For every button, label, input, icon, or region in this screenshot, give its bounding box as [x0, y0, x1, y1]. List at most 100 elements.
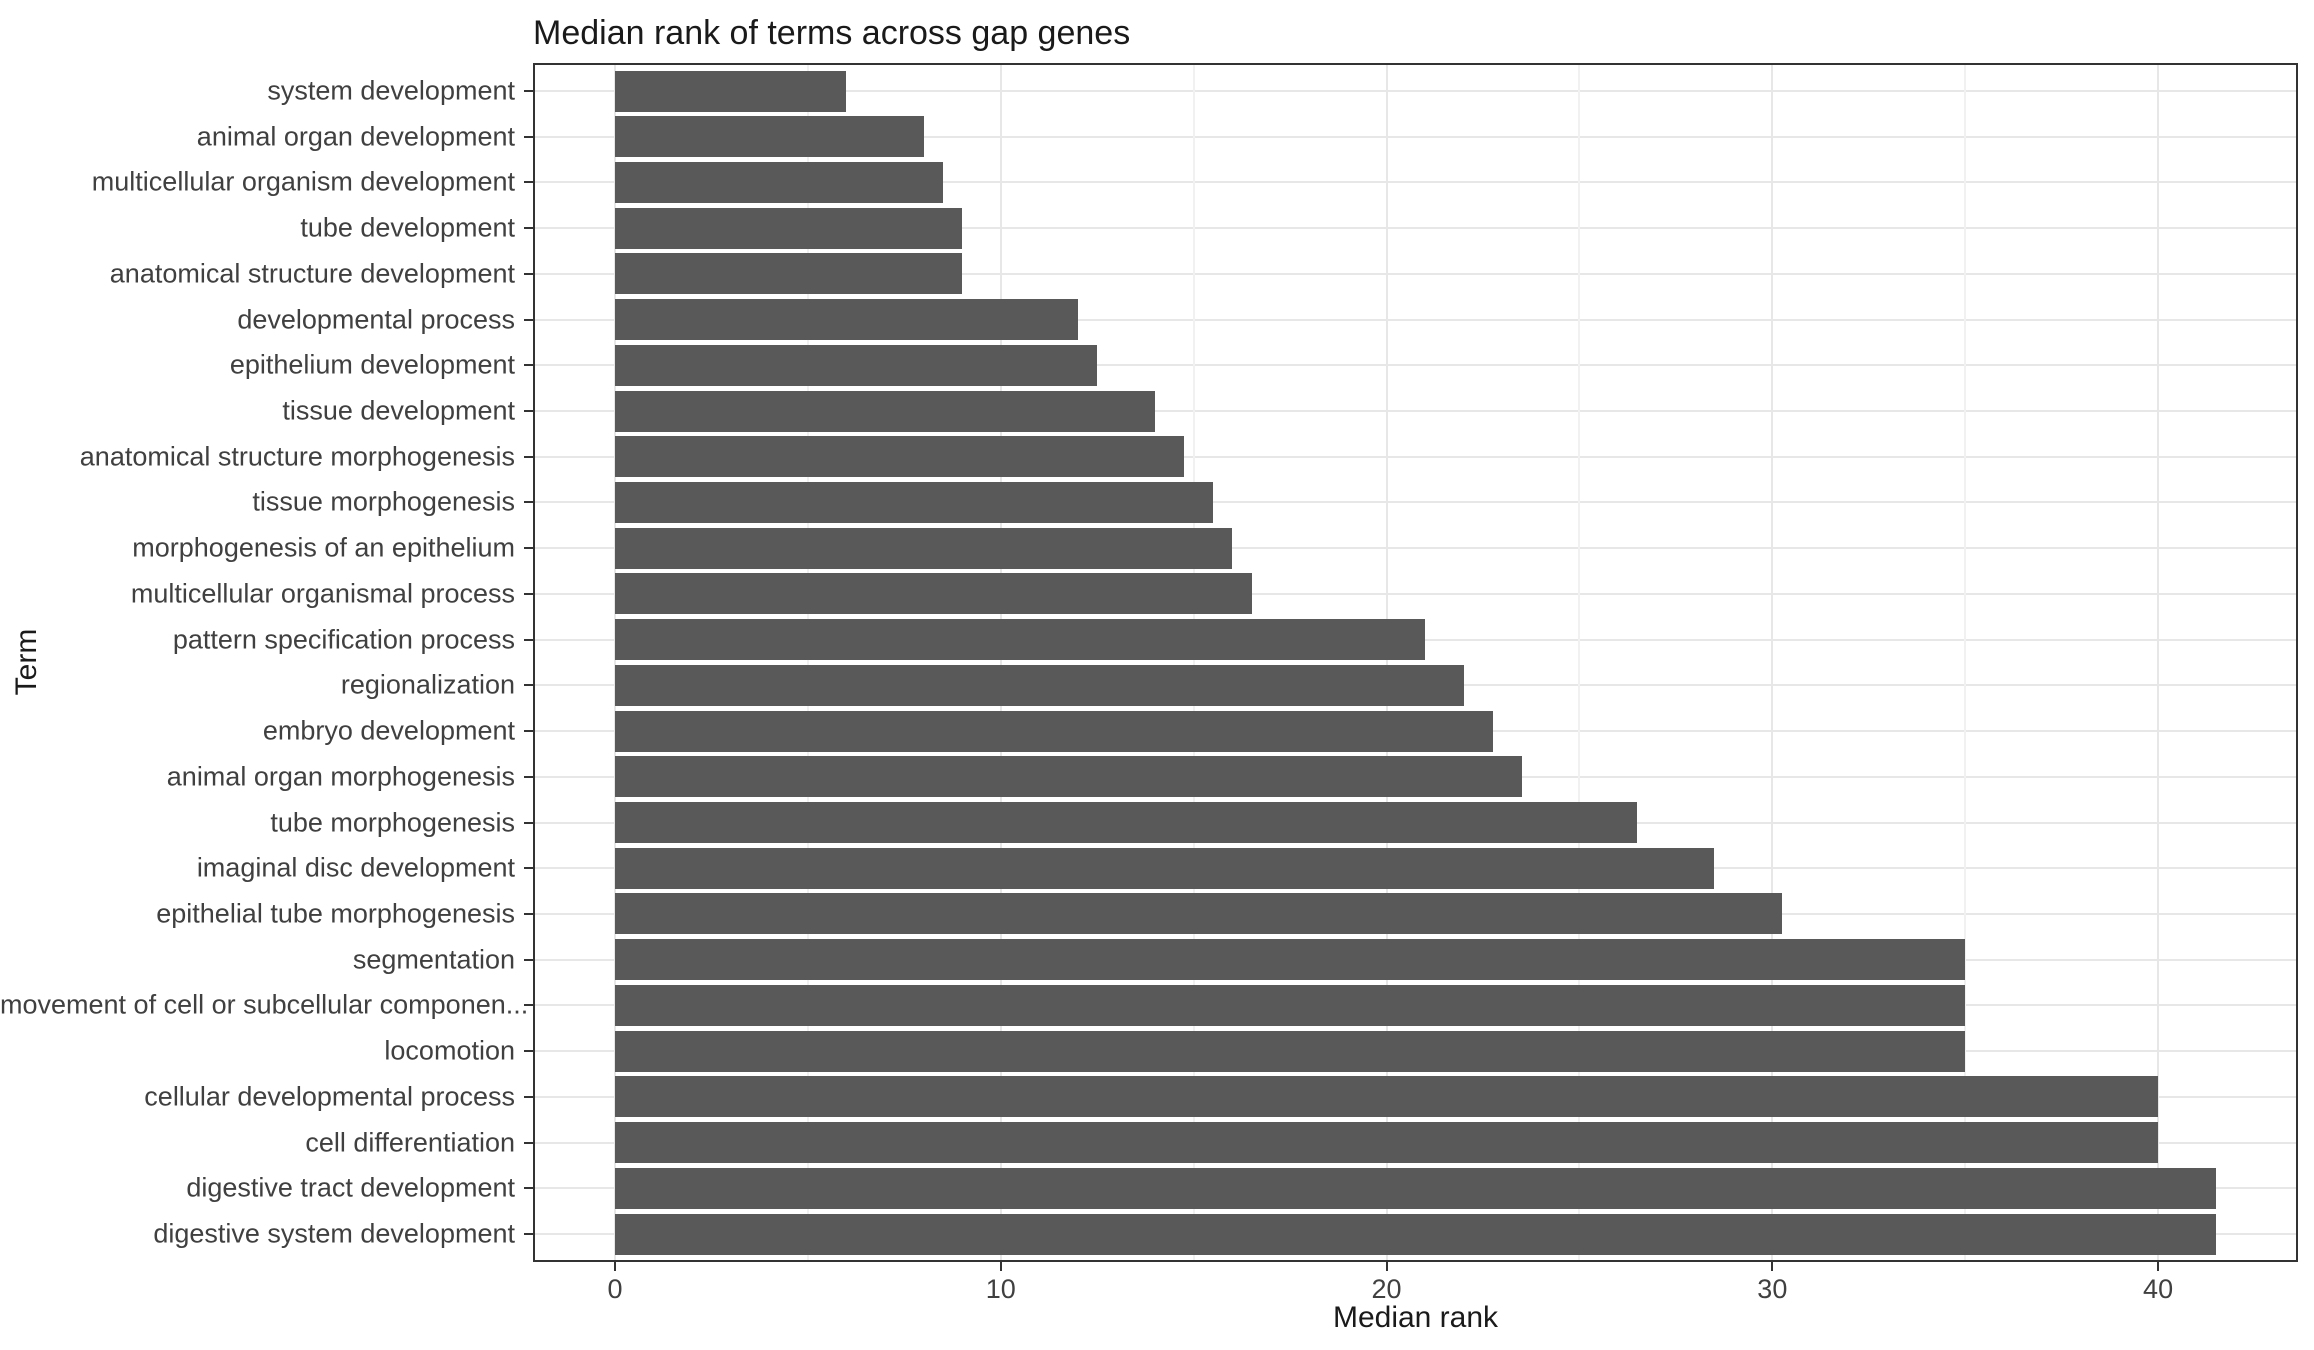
y-tick-mark	[524, 592, 533, 595]
v-gridline-minor	[806, 65, 809, 1260]
y-tick-mark	[524, 547, 533, 550]
h-gridline	[535, 181, 2296, 184]
chart-title: Median rank of terms across gap genes	[533, 14, 1131, 52]
y-tick-label: tissue development	[282, 395, 515, 426]
y-tick-label: anatomical structure morphogenesis	[79, 441, 515, 472]
h-gridline	[535, 318, 2296, 321]
bar	[615, 847, 1715, 889]
y-tick-mark	[524, 1050, 533, 1053]
h-gridline	[535, 90, 2296, 92]
x-tick-label: 30	[1757, 1274, 1788, 1304]
bar	[615, 527, 1233, 569]
bar	[615, 664, 1464, 706]
x-tick-mark	[614, 1262, 617, 1271]
y-tick-label: tissue morphogenesis	[252, 486, 515, 517]
y-tick-mark	[524, 501, 533, 504]
y-tick-mark	[524, 272, 533, 275]
bar	[615, 207, 963, 249]
x-axis-title: Median rank	[1332, 1301, 1499, 1334]
y-tick-label: digestive system development	[153, 1218, 515, 1249]
y-tick-label: cell differentiation	[305, 1127, 515, 1158]
y-tick-mark	[524, 1004, 533, 1007]
y-tick-mark	[524, 638, 533, 641]
y-tick-label: locomotion	[384, 1035, 515, 1066]
bar	[615, 1030, 1966, 1072]
v-gridline-minor	[1192, 65, 1195, 1260]
y-tick-mark	[524, 775, 533, 778]
y-tick-label: system development	[267, 75, 515, 106]
bar	[615, 1076, 2159, 1118]
bar	[615, 116, 924, 158]
y-tick-mark	[524, 181, 533, 184]
bar	[615, 390, 1156, 432]
y-tick-mark	[524, 135, 533, 138]
y-tick-mark	[524, 821, 533, 824]
bar	[615, 984, 1966, 1026]
y-tick-mark	[524, 318, 533, 321]
y-tick-label: segmentation	[352, 944, 515, 975]
y-tick-label: cellular developmental process	[144, 1081, 515, 1112]
y-tick-label: tube development	[300, 212, 515, 243]
bar	[615, 619, 1426, 661]
y-tick-mark	[524, 1233, 533, 1235]
y-tick-label: tube morphogenesis	[270, 807, 515, 838]
bar	[615, 1122, 2159, 1164]
y-tick-mark	[524, 410, 533, 413]
y-tick-mark	[524, 227, 533, 230]
v-gridline-major	[2157, 65, 2160, 1260]
x-tick-label: 40	[2143, 1274, 2174, 1304]
y-tick-mark	[524, 867, 533, 870]
bar	[615, 939, 1966, 981]
y-tick-mark	[524, 1187, 533, 1190]
x-tick-label: 10	[985, 1274, 1016, 1304]
h-gridline	[535, 364, 2296, 367]
y-tick-mark	[524, 90, 533, 92]
h-gridline	[535, 410, 2296, 413]
y-tick-label: imaginal disc development	[196, 852, 515, 883]
x-tick-mark	[1771, 1262, 1774, 1271]
y-tick-mark	[524, 1095, 533, 1098]
y-tick-label: multicellular organism development	[91, 166, 515, 197]
x-tick-mark	[999, 1262, 1002, 1271]
bar	[615, 1213, 2216, 1255]
v-gridline-major	[1385, 65, 1388, 1260]
y-tick-mark	[524, 455, 533, 458]
y-tick-label: digestive tract development	[186, 1172, 515, 1203]
y-tick-label: epithelial tube morphogenesis	[156, 898, 515, 929]
h-gridline	[535, 592, 2296, 595]
x-tick-mark	[1385, 1262, 1388, 1271]
plot-panel	[533, 63, 2298, 1262]
bar	[615, 253, 963, 295]
h-gridline	[535, 501, 2296, 504]
y-tick-label: movement of cell or subcellular componen…	[0, 989, 529, 1020]
h-gridline	[535, 547, 2296, 550]
y-tick-mark	[524, 364, 533, 367]
y-tick-label: anatomical structure development	[109, 258, 515, 289]
x-tick-label: 20	[1371, 1274, 1402, 1304]
v-gridline-minor	[1578, 65, 1581, 1260]
bar	[615, 573, 1252, 615]
bar	[615, 710, 1493, 752]
y-tick-mark	[524, 730, 533, 733]
bar	[615, 1167, 2216, 1209]
bar	[615, 802, 1638, 844]
y-tick-label: animal organ development	[196, 121, 515, 152]
y-tick-label: animal organ morphogenesis	[166, 761, 515, 792]
h-gridline	[535, 227, 2296, 230]
bar	[615, 436, 1185, 478]
y-tick-mark	[524, 684, 533, 687]
bar	[615, 70, 847, 112]
h-gridline	[535, 455, 2296, 458]
bar	[615, 161, 943, 203]
h-gridline	[535, 135, 2296, 138]
x-tick-mark	[2157, 1262, 2160, 1271]
bar	[615, 756, 1522, 798]
y-tick-label: multicellular organismal process	[130, 578, 515, 609]
v-gridline-major	[999, 65, 1002, 1260]
bar	[615, 893, 1782, 935]
v-gridline-major	[1771, 65, 1774, 1260]
y-tick-label: pattern specification process	[172, 624, 515, 655]
bar	[615, 299, 1078, 341]
y-tick-mark	[524, 958, 533, 961]
